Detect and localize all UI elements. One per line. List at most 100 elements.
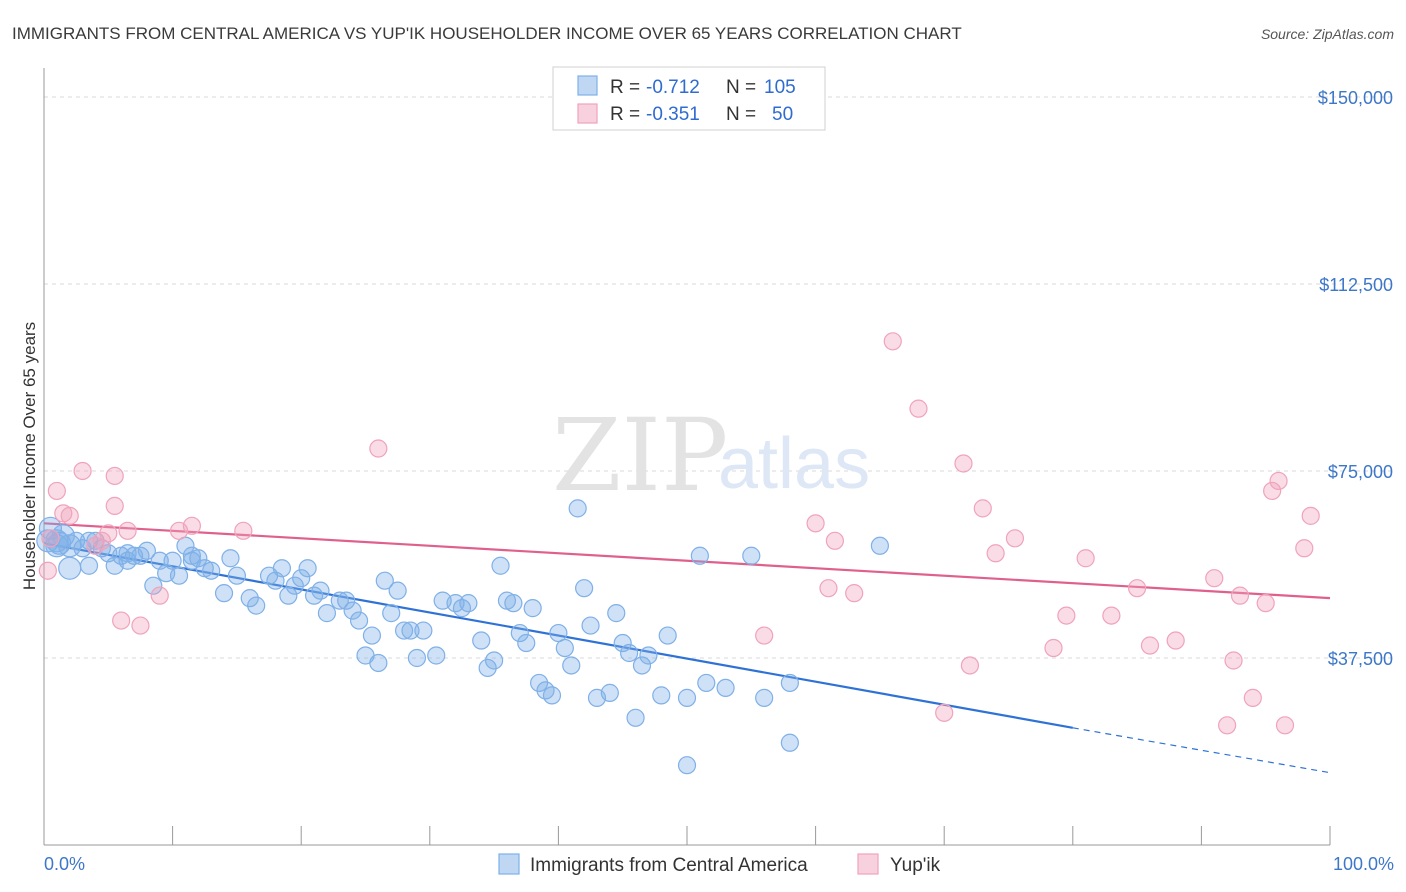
point-central-america-23 — [176, 536, 195, 555]
point-central-america-81 — [607, 604, 626, 623]
point-central-america-54 — [407, 648, 427, 668]
point-central-america-50 — [382, 604, 401, 623]
point-central-america-96 — [780, 733, 799, 752]
point-yupik-24 — [883, 332, 902, 351]
point-yupik-34 — [1076, 549, 1095, 568]
point-yupik-5 — [73, 461, 92, 481]
point-yupik-2 — [47, 481, 66, 501]
point-central-america-84 — [626, 708, 645, 727]
point-central-america-1 — [38, 516, 63, 540]
point-central-america-60 — [459, 594, 478, 613]
point-central-america-75 — [562, 656, 581, 675]
point-central-america-43 — [337, 591, 356, 610]
point-central-america-103 — [182, 551, 201, 570]
legend-swatch-central-america — [577, 75, 598, 96]
legend-n-value-0: 105 — [764, 77, 796, 98]
point-central-america-76 — [568, 499, 587, 518]
point-central-america-32 — [247, 596, 266, 615]
x-tick-label-max: 100.0% — [1333, 854, 1394, 874]
axes — [43, 68, 1331, 846]
point-central-america-91 — [697, 673, 716, 693]
point-yupik-17 — [234, 521, 253, 540]
point-central-america-90 — [690, 546, 709, 565]
y-tick-label-3: $150,000 — [1318, 88, 1393, 108]
point-central-america-61 — [472, 631, 491, 650]
point-central-america-55 — [414, 621, 433, 640]
point-yupik-22 — [825, 531, 844, 550]
point-yupik-47 — [1275, 716, 1295, 735]
point-central-america-53 — [401, 621, 420, 640]
point-yupik-48 — [1295, 539, 1314, 558]
point-central-america-99 — [58, 556, 82, 580]
point-central-america-63 — [485, 651, 504, 670]
point-yupik-14 — [150, 586, 169, 605]
point-yupik-25 — [909, 399, 928, 418]
point-central-america-72 — [542, 686, 562, 705]
legend-n-value-1: 50 — [772, 104, 793, 125]
point-central-america-30 — [227, 566, 246, 585]
point-central-america-80 — [600, 683, 619, 702]
point-yupik-19 — [755, 626, 774, 645]
point-central-america-6 — [67, 531, 86, 550]
point-yupik-9 — [105, 466, 124, 486]
y-tick-label-1: $75,000 — [1328, 462, 1393, 482]
point-central-america-100 — [118, 551, 137, 570]
watermark: ZIP atlas — [552, 397, 870, 514]
point-yupik-7 — [92, 531, 111, 550]
point-yupik-37 — [1140, 636, 1160, 655]
point-central-america-18 — [144, 576, 163, 595]
point-central-america-28 — [214, 584, 234, 603]
point-yupik-21 — [819, 579, 838, 598]
legend-n-label-0: N = — [726, 77, 756, 98]
legend-box: R = -0.712 N = 105 R = -0.351 N = 50 — [552, 66, 826, 131]
point-yupik-27 — [954, 454, 973, 473]
y-tick-label-2: $112,500 — [1319, 275, 1393, 295]
point-yupik-41 — [1224, 651, 1243, 670]
point-central-america-88 — [658, 626, 677, 645]
point-yupik-46 — [1269, 471, 1288, 491]
point-central-america-68 — [517, 633, 536, 653]
point-central-america-62 — [478, 658, 497, 678]
point-yupik-11 — [112, 611, 131, 630]
trend-line-extension-0 — [1072, 727, 1331, 774]
point-central-america-40 — [311, 581, 330, 600]
point-central-america-47 — [362, 626, 382, 645]
point-central-america-31 — [240, 589, 259, 608]
point-yupik-8 — [99, 524, 118, 543]
point-yupik-20 — [806, 514, 825, 533]
point-central-america-67 — [510, 623, 529, 643]
point-central-america-92 — [716, 678, 735, 698]
watermark-atlas: atlas — [718, 424, 870, 504]
bottom-legend-yupik: Yup'ik — [890, 855, 941, 876]
y-tick-labels: $37,500 $75,000 $112,500 $150,000 — [1318, 88, 1393, 669]
point-yupik-16 — [182, 516, 201, 535]
point-central-america-22 — [169, 566, 189, 585]
point-yupik-45 — [1263, 481, 1282, 501]
point-central-america-64 — [491, 556, 510, 575]
point-central-america-85 — [632, 656, 652, 675]
point-yupik-42 — [1230, 586, 1250, 605]
point-central-america-87 — [652, 686, 671, 705]
legend-r-value-1: -0.351 — [646, 104, 700, 125]
legend-r-label-0: R = — [610, 77, 640, 98]
y-tick-label-0: $37,500 — [1328, 649, 1393, 669]
point-central-america-73 — [549, 623, 568, 643]
point-yupik-36 — [1127, 579, 1147, 598]
point-yupik-38 — [1166, 631, 1185, 650]
point-yupik-35 — [1102, 606, 1121, 625]
point-central-america-42 — [330, 591, 349, 610]
point-central-america-48 — [369, 653, 388, 673]
point-central-america-94 — [755, 688, 774, 707]
legend-r-value-0: -0.712 — [646, 77, 700, 98]
x-tick-label-min: 0.0% — [44, 854, 85, 874]
point-central-america-37 — [285, 576, 304, 595]
point-yupik-29 — [973, 499, 992, 518]
point-central-america-74 — [555, 638, 574, 658]
trend-lines — [43, 522, 1331, 774]
legend-n-label-1: N = — [726, 104, 756, 125]
point-central-america-93 — [742, 546, 761, 565]
point-central-america-29 — [221, 549, 240, 568]
bottom-legend-swatch-central-america — [498, 853, 520, 875]
bottom-legend: Immigrants from Central America Yup'ik — [498, 853, 941, 876]
